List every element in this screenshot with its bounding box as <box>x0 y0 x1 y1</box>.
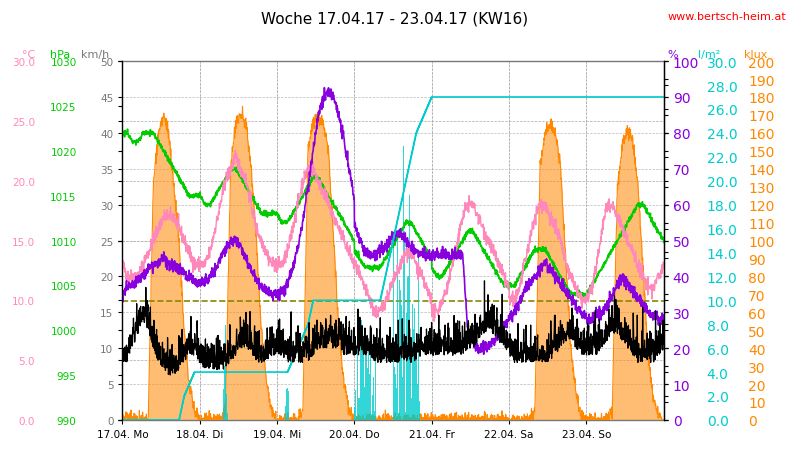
Bar <box>364 347 365 420</box>
Bar <box>375 337 376 420</box>
Bar <box>409 196 410 420</box>
Bar <box>406 313 408 420</box>
Bar <box>362 336 363 420</box>
Text: °C: °C <box>22 50 36 60</box>
Bar <box>398 413 399 420</box>
Bar <box>356 404 357 420</box>
Bar <box>285 406 286 420</box>
Bar <box>358 398 359 420</box>
Bar <box>363 387 364 420</box>
Bar <box>415 348 416 420</box>
Bar <box>373 346 374 420</box>
Bar <box>412 304 413 420</box>
Text: l/m²: l/m² <box>698 50 720 60</box>
Bar <box>397 384 398 420</box>
Bar <box>286 409 287 420</box>
Bar <box>360 338 361 420</box>
Bar <box>365 346 367 420</box>
Bar <box>416 352 417 420</box>
Bar <box>374 411 375 420</box>
Bar <box>225 325 226 420</box>
Bar <box>359 335 360 420</box>
Text: %: % <box>668 50 679 60</box>
Text: www.bertsch-heim.at: www.bertsch-heim.at <box>668 11 786 22</box>
Bar <box>354 407 355 420</box>
Bar <box>223 389 224 420</box>
Bar <box>410 250 411 420</box>
Bar <box>367 368 368 420</box>
Bar <box>287 390 288 420</box>
Bar <box>405 405 406 420</box>
Bar <box>400 291 401 420</box>
Bar <box>403 146 404 420</box>
Bar <box>417 384 418 420</box>
Bar <box>413 330 414 420</box>
Text: Woche 17.04.17 - 23.04.17 (KW16): Woche 17.04.17 - 23.04.17 (KW16) <box>261 11 529 27</box>
Bar <box>419 401 420 420</box>
Bar <box>357 349 358 420</box>
Bar <box>227 414 228 420</box>
Bar <box>402 377 403 420</box>
Bar <box>361 320 362 420</box>
Bar <box>401 249 402 420</box>
Bar <box>394 368 395 420</box>
Text: km/h: km/h <box>81 50 109 60</box>
Bar <box>393 285 394 420</box>
Bar <box>408 277 409 420</box>
Bar <box>370 374 371 420</box>
Bar <box>369 365 370 420</box>
Bar <box>414 308 415 420</box>
Text: hPa: hPa <box>51 50 70 60</box>
Bar <box>399 281 400 420</box>
Bar <box>224 366 225 420</box>
Bar <box>404 413 405 420</box>
Bar <box>396 389 397 420</box>
Text: klux: klux <box>744 50 768 60</box>
Bar <box>226 394 227 420</box>
Bar <box>371 414 372 420</box>
Bar <box>355 390 356 420</box>
Bar <box>368 343 369 420</box>
Bar <box>411 345 412 420</box>
Bar <box>418 254 419 420</box>
Bar <box>288 391 289 420</box>
Bar <box>372 395 373 420</box>
Bar <box>395 375 396 420</box>
